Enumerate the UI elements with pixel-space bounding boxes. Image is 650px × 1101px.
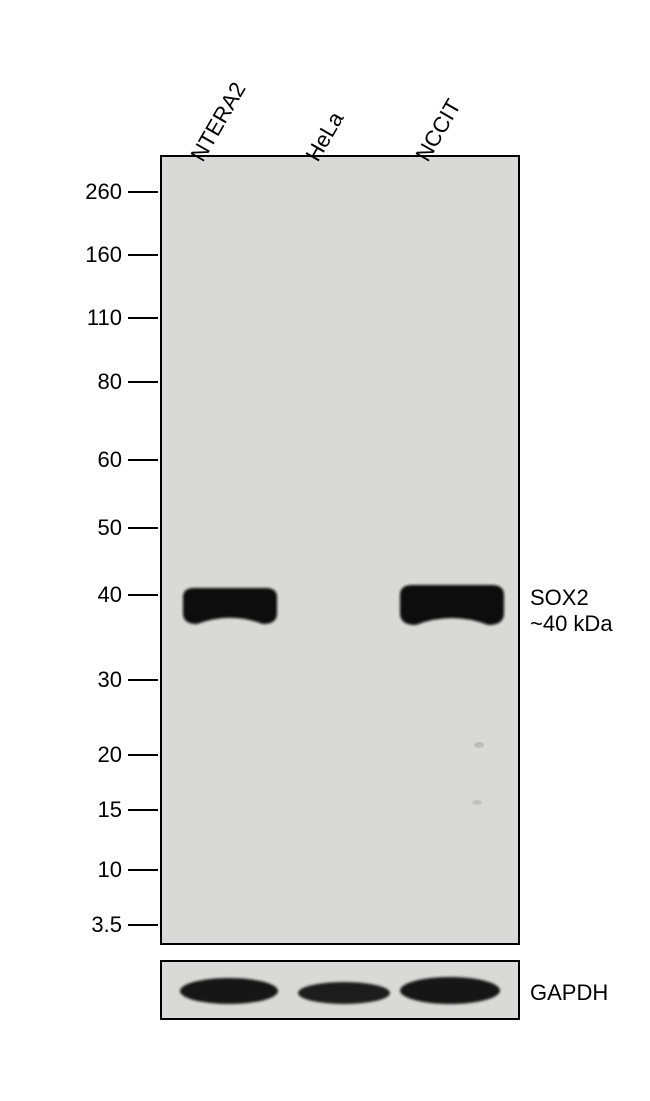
gapdh-blot-membrane — [160, 960, 520, 1020]
mw-label-20: 20 — [0, 742, 122, 768]
mw-label-10: 10 — [0, 857, 122, 883]
main-blot-membrane — [160, 155, 520, 945]
mw-label-40: 40 — [0, 582, 122, 608]
target-size: ~40 kDa — [530, 611, 613, 637]
mw-tick-3.5 — [128, 924, 158, 926]
mw-tick-50 — [128, 527, 158, 529]
mw-tick-30 — [128, 679, 158, 681]
mw-tick-40 — [128, 594, 158, 596]
mw-label-160: 160 — [0, 242, 122, 268]
mw-label-260: 260 — [0, 179, 122, 205]
lane-label-ntera2: NTERA2 — [185, 78, 251, 166]
mw-label-3.5: 3.5 — [0, 912, 122, 938]
mw-tick-15 — [128, 809, 158, 811]
target-protein-label: SOX2 ~40 kDa — [530, 585, 613, 637]
mw-tick-10 — [128, 869, 158, 871]
mw-label-15: 15 — [0, 797, 122, 823]
mw-label-50: 50 — [0, 515, 122, 541]
mw-label-110: 110 — [0, 305, 122, 331]
mw-label-30: 30 — [0, 667, 122, 693]
gapdh-label: GAPDH — [530, 980, 608, 1006]
mw-tick-160 — [128, 254, 158, 256]
mw-label-60: 60 — [0, 447, 122, 473]
target-name: SOX2 — [530, 585, 613, 611]
mw-tick-260 — [128, 191, 158, 193]
western-blot-figure: NTERA2HeLaNCCIT 260160110806050403020151… — [0, 0, 650, 1101]
mw-tick-20 — [128, 754, 158, 756]
mw-tick-110 — [128, 317, 158, 319]
mw-tick-60 — [128, 459, 158, 461]
mw-tick-80 — [128, 381, 158, 383]
mw-label-80: 80 — [0, 369, 122, 395]
